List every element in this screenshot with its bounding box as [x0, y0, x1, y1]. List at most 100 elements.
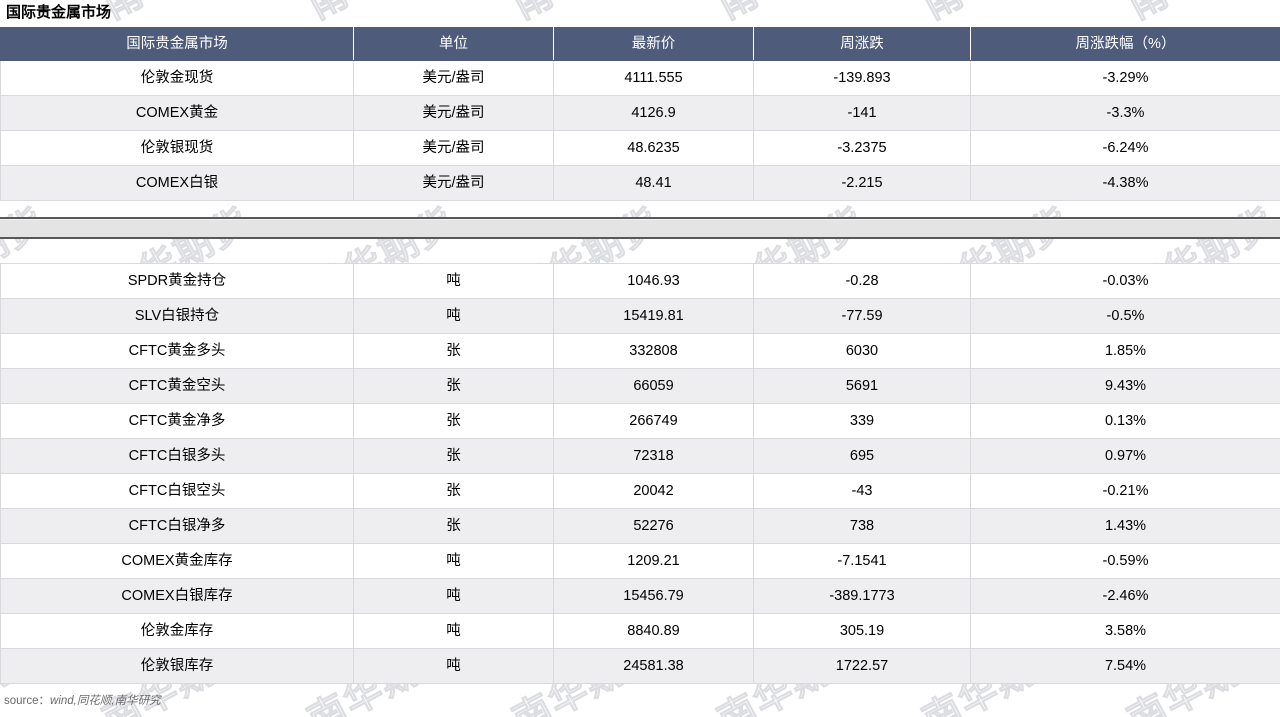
cell-latest-price: 15419.81 [553, 298, 754, 334]
cell-latest-price: 332808 [553, 333, 754, 369]
cell-weekly-change-pct: 1.43% [970, 508, 1280, 544]
precious-metals-market-table: 国际贵金属市场 单位 最新价 周涨跌 周涨跌幅（%） 伦敦金现货 美元/盎司 411… [0, 27, 1280, 201]
table-row: CFTC白银多头张 72318 695 0.97% [0, 438, 1280, 474]
cell-name: COMEX黄金 [0, 95, 354, 131]
table-row: CFTC白银空头张 20042 -43 -0.21% [0, 473, 1280, 509]
table-body: SPDR黄金持仓吨 1046.93 -0.28 -0.03% SLV白银持仓吨 15419… [0, 263, 1280, 684]
table-row: 伦敦金现货 美元/盎司 4111.555 -139.893 -3.29% [0, 60, 1280, 96]
cell-latest-price: 72318 [553, 438, 754, 474]
cell-weekly-change: 339 [753, 403, 971, 439]
cell-latest-price: 1046.93 [553, 263, 754, 299]
cell-latest-price: 4126.9 [553, 95, 754, 131]
cell-name: 伦敦银现货 [0, 130, 354, 166]
cell-weekly-change-pct: -3.29% [970, 60, 1280, 96]
table-row: CFTC白银净多张 52276 738 1.43% [0, 508, 1280, 544]
table-header: 国际贵金属市场 单位 最新价 周涨跌 周涨跌幅（%） [0, 27, 1280, 61]
table-row: 伦敦金库存吨 8840.89 305.19 3.58% [0, 613, 1280, 649]
cell-weekly-change-pct: 3.58% [970, 613, 1280, 649]
cell-name: CFTC白银多头 [0, 438, 354, 474]
cell-weekly-change-pct: 9.43% [970, 368, 1280, 404]
cell-weekly-change-pct: 1.85% [970, 333, 1280, 369]
report-page: 国际贵金属市场 国际贵金属市场 单位 最新价 周涨跌 周涨跌幅（%） 伦敦金现货… [0, 4, 1280, 684]
cell-weekly-change: -2.215 [753, 165, 971, 201]
cell-weekly-change: 5691 [753, 368, 971, 404]
cell-weekly-change-pct: -0.59% [970, 543, 1280, 579]
source-value: wind,同花顺,南华研究 [50, 695, 161, 707]
section-divider [0, 217, 1280, 239]
table-row: COMEX白银 美元/盎司 48.41 -2.215 -4.38% [0, 165, 1280, 201]
column-header-unit: 单位 [353, 27, 554, 61]
cell-unit: 美元/盎司 [353, 130, 554, 166]
source-note: source：wind,同花顺,南华研究 [4, 692, 161, 708]
cell-unit: 美元/盎司 [353, 60, 554, 96]
cell-name: CFTC黄金空头 [0, 368, 354, 404]
column-header-price: 最新价 [553, 27, 754, 61]
cell-name: CFTC黄金多头 [0, 333, 354, 369]
cell-weekly-change: -7.1541 [753, 543, 971, 579]
cell-latest-price: 8840.89 [553, 613, 754, 649]
cell-weekly-change: -0.28 [753, 263, 971, 299]
cell-weekly-change-pct: -2.46% [970, 578, 1280, 614]
cell-weekly-change-pct: -3.3% [970, 95, 1280, 131]
column-header-pct: 周涨跌幅（%） [970, 27, 1280, 61]
source-label: source： [4, 695, 51, 707]
cell-latest-price: 48.6235 [553, 130, 754, 166]
cell-weekly-change: -141 [753, 95, 971, 131]
cell-weekly-change-pct: -0.5% [970, 298, 1280, 334]
cell-weekly-change-pct: 0.97% [970, 438, 1280, 474]
cell-weekly-change: -77.59 [753, 298, 971, 334]
header-row: 国际贵金属市场 单位 最新价 周涨跌 周涨跌幅（%） [0, 27, 1280, 61]
table-row: SLV白银持仓吨 15419.81 -77.59 -0.5% [0, 298, 1280, 334]
cell-latest-price: 4111.555 [553, 60, 754, 96]
column-header-name: 国际贵金属市场 [0, 27, 354, 61]
cell-latest-price: 15456.79 [553, 578, 754, 614]
cell-weekly-change: 305.19 [753, 613, 971, 649]
cell-name: CFTC白银净多 [0, 508, 354, 544]
cell-unit: 美元/盎司 [353, 165, 554, 201]
table-row: SPDR黄金持仓吨 1046.93 -0.28 -0.03% [0, 263, 1280, 299]
cell-weekly-change-pct: 0.13% [970, 403, 1280, 439]
cell-unit: 吨 [353, 298, 554, 334]
cell-latest-price: 266749 [553, 403, 754, 439]
cell-latest-price: 48.41 [553, 165, 754, 201]
table-gap-spacer [0, 239, 1280, 263]
table-row: CFTC黄金空头张 66059 5691 9.43% [0, 368, 1280, 404]
cell-name: CFTC白银空头 [0, 473, 354, 509]
section-divider-inner [0, 219, 1280, 237]
cell-name: 伦敦金现货 [0, 60, 354, 96]
cell-weekly-change: 695 [753, 438, 971, 474]
cell-unit: 吨 [353, 578, 554, 614]
cell-weekly-change-pct: -4.38% [970, 165, 1280, 201]
positions-inventory-table: SPDR黄金持仓吨 1046.93 -0.28 -0.03% SLV白银持仓吨 15419… [0, 263, 1280, 684]
table-row: CFTC黄金多头张 332808 6030 1.85% [0, 333, 1280, 369]
cell-name: COMEX黄金库存 [0, 543, 354, 579]
cell-name: 伦敦银库存 [0, 648, 354, 684]
table-row: 伦敦银现货 美元/盎司 48.6235 -3.2375 -6.24% [0, 130, 1280, 166]
cell-weekly-change: -389.1773 [753, 578, 971, 614]
cell-unit: 张 [353, 403, 554, 439]
cell-unit: 张 [353, 508, 554, 544]
cell-latest-price: 24581.38 [553, 648, 754, 684]
cell-weekly-change-pct: 7.54% [970, 648, 1280, 684]
cell-unit: 美元/盎司 [353, 95, 554, 131]
cell-weekly-change-pct: -0.03% [970, 263, 1280, 299]
cell-weekly-change: 6030 [753, 333, 971, 369]
cell-unit: 吨 [353, 263, 554, 299]
cell-weekly-change-pct: -0.21% [970, 473, 1280, 509]
cell-unit: 张 [353, 473, 554, 509]
page-title: 国际贵金属市场 [6, 4, 112, 21]
cell-weekly-change: -3.2375 [753, 130, 971, 166]
cell-name: CFTC黄金净多 [0, 403, 354, 439]
cell-latest-price: 52276 [553, 508, 754, 544]
table-row: COMEX黄金 美元/盎司 4126.9 -141 -3.3% [0, 95, 1280, 131]
cell-name: COMEX白银库存 [0, 578, 354, 614]
table-row: COMEX黄金库存吨 1209.21 -7.1541 -0.59% [0, 543, 1280, 579]
cell-latest-price: 66059 [553, 368, 754, 404]
cell-name: COMEX白银 [0, 165, 354, 201]
cell-name: SLV白银持仓 [0, 298, 354, 334]
cell-latest-price: 1209.21 [553, 543, 754, 579]
cell-name: 伦敦金库存 [0, 613, 354, 649]
cell-name: SPDR黄金持仓 [0, 263, 354, 299]
cell-unit: 吨 [353, 648, 554, 684]
table-row: 伦敦银库存吨 24581.38 1722.57 7.54% [0, 648, 1280, 684]
